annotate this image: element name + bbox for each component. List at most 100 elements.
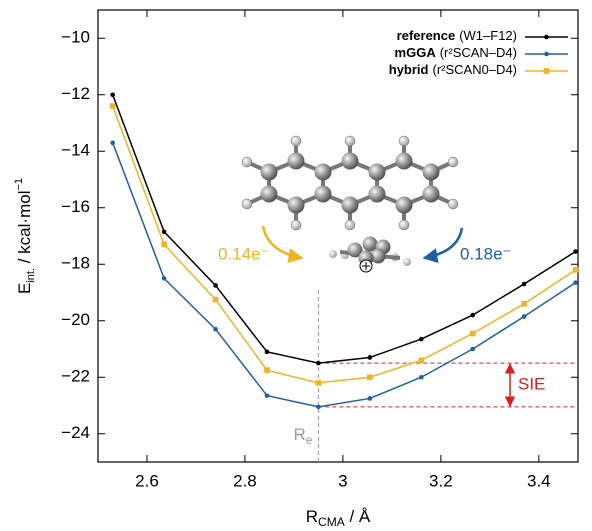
data-point <box>470 312 475 318</box>
legend-marker <box>544 34 549 40</box>
data-point <box>418 336 424 342</box>
data-point <box>316 404 321 410</box>
x-tick-label: 3.2 <box>429 471 453 490</box>
data-point <box>213 283 218 288</box>
hydrogen-atom <box>447 156 459 168</box>
charge-arrow <box>261 225 304 264</box>
series-line <box>111 94 576 364</box>
data-point <box>212 296 219 303</box>
legend-detail: (r²SCAN0–D4) <box>432 62 517 77</box>
legend-name: mGGA <box>395 45 437 60</box>
y-tick-label: −20 <box>61 310 90 329</box>
re-sub: e <box>306 433 313 447</box>
re-label: Re <box>293 425 312 447</box>
carbon-atom <box>395 196 413 214</box>
carbon-atom <box>368 185 386 203</box>
data-point <box>161 276 167 281</box>
data-point <box>264 349 270 355</box>
x-tick-label: 3.4 <box>527 471 551 490</box>
data-point <box>213 326 218 332</box>
series-line <box>111 105 576 384</box>
carbon-atom <box>362 236 378 252</box>
y-tick-label: −18 <box>61 254 90 273</box>
re-main: R <box>293 425 305 444</box>
hydrogen-atom <box>398 135 410 147</box>
x-tick-label: 3 <box>338 471 347 490</box>
y-tick-label: −24 <box>61 423 90 442</box>
carbon-atom <box>314 163 332 181</box>
hydrogen-atom <box>290 135 302 147</box>
data-point <box>315 380 322 386</box>
y-label-main: E <box>15 283 34 294</box>
data-point <box>367 396 373 401</box>
data-point <box>316 360 321 366</box>
y-tick-label: −10 <box>61 28 90 47</box>
legend-label: reference (W1–F12) <box>397 28 517 43</box>
y-label-rest: / kcal·mol <box>15 191 34 268</box>
x-label-main: R <box>306 507 318 526</box>
charge-label: 0.14e⁻ <box>218 244 270 263</box>
data-point <box>573 249 578 254</box>
charge-arrow <box>422 227 464 264</box>
data-point <box>521 314 527 319</box>
y-tick-label: −22 <box>61 367 90 386</box>
series-line <box>111 142 576 408</box>
hydrogen-atom <box>290 219 302 231</box>
data-point <box>521 301 527 307</box>
hydrogen-atom <box>344 219 356 231</box>
carbon-atom <box>287 152 305 170</box>
data-point <box>264 367 270 373</box>
legend-name: reference <box>397 28 456 43</box>
data-point <box>367 374 373 381</box>
x-tick-label: 2.6 <box>135 471 159 490</box>
data-point <box>109 103 116 109</box>
carbon-atom <box>314 185 332 203</box>
data-point <box>367 355 373 360</box>
y-axis-label: Eint. / kcal·mol−1 <box>13 178 37 294</box>
data-point <box>470 346 475 352</box>
hydrogen-atom <box>344 135 356 147</box>
legend-label: hybrid (r²SCAN0–D4) <box>389 62 517 77</box>
y-tick-label: −12 <box>61 84 90 103</box>
data-point <box>161 241 167 248</box>
molecule-illustration <box>241 135 459 273</box>
hydrogen-atom <box>241 156 253 168</box>
charge-label: 0.18e⁻ <box>460 244 512 263</box>
y-label-sup: −1 <box>13 178 25 191</box>
y-tick-label: −16 <box>61 197 90 216</box>
hydrogen-atom <box>329 250 337 258</box>
carbon-atom <box>341 152 359 170</box>
carbon-atom <box>370 248 386 264</box>
x-tick-label: 2.8 <box>233 471 257 490</box>
data-point <box>469 330 476 337</box>
hydrogen-atom <box>403 258 411 266</box>
carbon-atom <box>422 185 440 203</box>
y-tick-label: −14 <box>61 141 90 160</box>
legend-marker <box>543 68 550 74</box>
y-label-sub: int. <box>25 268 37 283</box>
data-point <box>572 267 579 273</box>
charge-symbol <box>362 262 370 270</box>
hydrogen-atom <box>398 219 410 231</box>
x-axis-label: RCMA / Å <box>306 507 371 529</box>
data-point <box>418 374 424 380</box>
data-point <box>110 92 115 98</box>
carbon-atom <box>368 163 386 181</box>
data-point <box>573 280 578 285</box>
carbon-atom <box>341 196 359 214</box>
legend-detail: (r²SCAN–D4) <box>440 45 517 60</box>
carbon-atom <box>422 163 440 181</box>
x-label-rest: / Å <box>345 507 371 526</box>
sie-label: SIE <box>518 375 545 394</box>
data-point <box>161 229 167 235</box>
carbon-atom <box>395 152 413 170</box>
legend-marker <box>544 51 549 57</box>
data-point <box>110 140 115 146</box>
data-point <box>264 393 270 398</box>
data-point <box>418 357 425 364</box>
hydrogen-atom <box>447 198 459 210</box>
legend-label: mGGA (r²SCAN–D4) <box>395 45 517 60</box>
data-point <box>521 281 527 287</box>
plot-frame <box>97 9 579 463</box>
